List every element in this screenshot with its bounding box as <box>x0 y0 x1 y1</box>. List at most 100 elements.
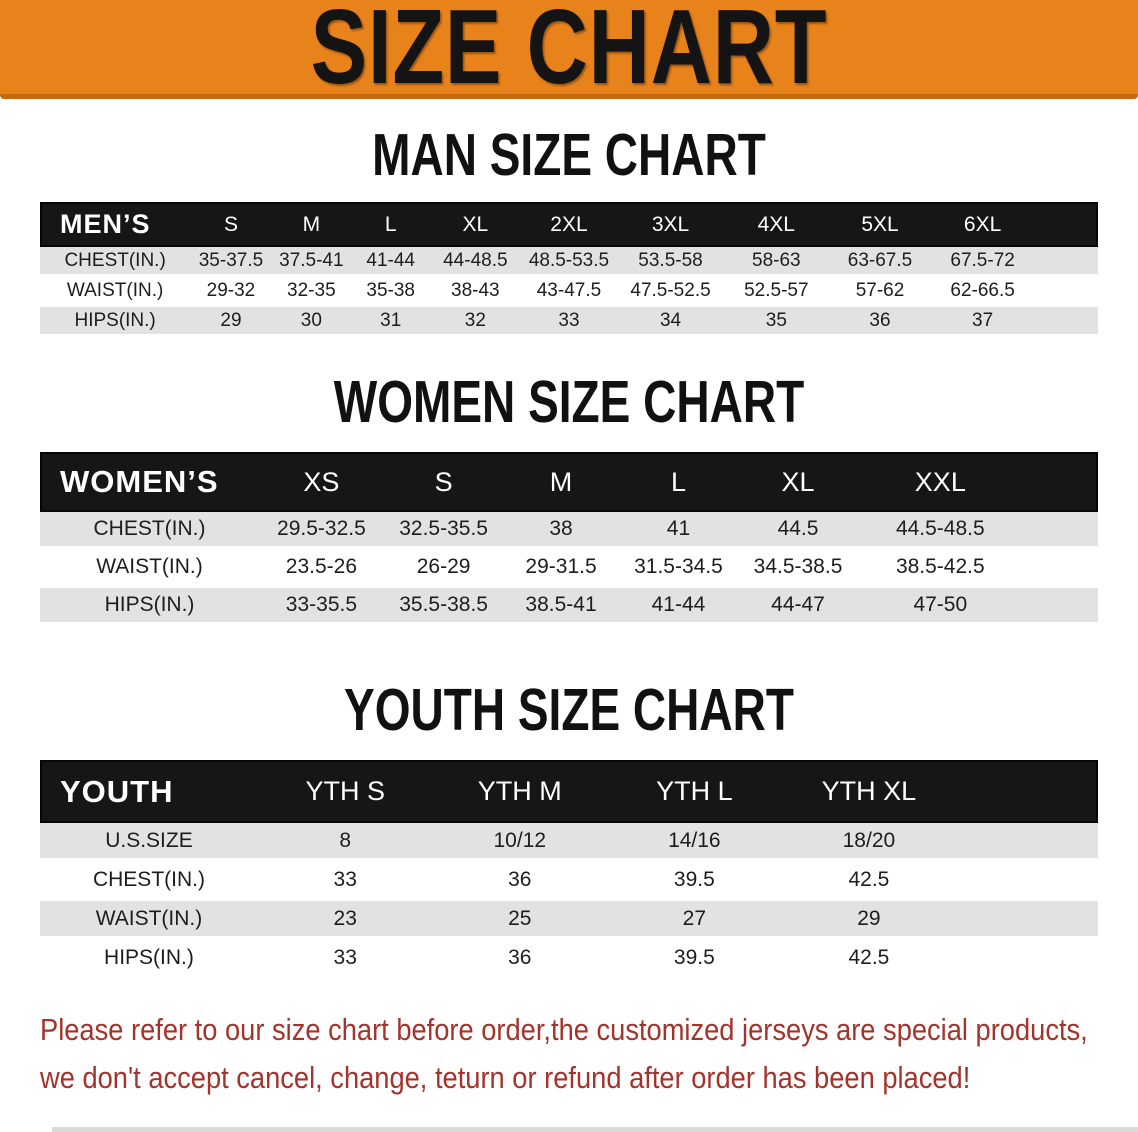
table-category-label: WOMEN’S <box>40 452 259 512</box>
measurement-value: 44-48.5 <box>430 247 521 277</box>
measurement-value: 38 <box>503 512 619 550</box>
size-column-header: YTH S <box>257 760 433 823</box>
measurement-value: 35.5-38.5 <box>383 588 504 626</box>
measurement-value: 29 <box>190 307 272 337</box>
measurement-value: 48.5-53.5 <box>520 247 618 277</box>
measurement-value: 41-44 <box>618 588 739 626</box>
size-column-header: 6XL <box>930 202 1035 247</box>
measurement-value: 14/16 <box>607 823 782 862</box>
measurement-label: WAIST(IN.) <box>40 901 258 940</box>
measurement-row: HIPS(IN.) 33 36 39.5 42.5 <box>40 940 1098 979</box>
size-column-header: 4XL <box>723 202 830 247</box>
measurement-value: 29.5-32.5 <box>259 512 384 550</box>
measurement-value: 39.5 <box>607 862 782 901</box>
disclaimer-line-2: we don't accept cancel, change, teturn o… <box>40 1060 971 1095</box>
size-column-header: S <box>383 452 504 512</box>
bottom-shadow-strip <box>52 1127 1138 1132</box>
measurement-value: 29-32 <box>190 277 272 307</box>
spacer-cell <box>956 862 1098 901</box>
spacer-cell <box>1034 277 1098 307</box>
measurement-label: CHEST(IN.) <box>40 247 191 277</box>
youth-size-chart-section: YOUTH SIZE CHART YOUTH YTH S YTH M YTH L YTH… <box>0 681 1138 979</box>
size-column-header: 5XL <box>829 202 931 247</box>
measurement-value: 41-44 <box>351 247 431 277</box>
measurement-value: 57-62 <box>829 277 931 307</box>
measurement-label: HIPS(IN.) <box>40 307 191 337</box>
measurement-value: 67.5-72 <box>930 247 1035 277</box>
size-column-header: M <box>271 202 352 247</box>
size-column-header: XL <box>738 452 858 512</box>
measurement-value: 36 <box>829 307 931 337</box>
measurement-value: 29-31.5 <box>503 550 619 588</box>
measurement-label: WAIST(IN.) <box>40 277 191 307</box>
size-header-row: MEN’S S M L XL 2XL 3XL 4XL 5XL 6XL <box>40 202 1098 247</box>
size-column-header: S <box>190 202 272 247</box>
size-header-row: WOMEN’S XS S M L XL XXL <box>40 452 1098 512</box>
measurement-value: 35-37.5 <box>190 247 272 277</box>
measurement-value: 26-29 <box>383 550 504 588</box>
measurement-value: 29 <box>781 901 957 940</box>
measurement-label: WAIST(IN.) <box>40 550 259 588</box>
measurement-label: HIPS(IN.) <box>40 588 259 626</box>
size-column-header: XXL <box>857 452 1023 512</box>
spacer-cell <box>956 901 1098 940</box>
measurement-row: HIPS(IN.) 33-35.5 35.5-38.5 38.5-41 41-44 44-… <box>40 588 1098 626</box>
measurement-row: CHEST(IN.) 35-37.5 37.5-41 41-44 44-48.5 48.5… <box>40 247 1098 277</box>
measurement-value: 25 <box>432 901 608 940</box>
banner-title: SIZE CHART <box>310 0 828 99</box>
size-column-header: L <box>351 202 431 247</box>
table-category-label: YOUTH <box>40 760 258 823</box>
measurement-value: 43-47.5 <box>520 277 618 307</box>
size-column-header: XS <box>259 452 384 512</box>
measurement-value: 34.5-38.5 <box>738 550 858 588</box>
spacer-cell <box>956 823 1098 862</box>
measurement-value: 31.5-34.5 <box>618 550 739 588</box>
measurement-value: 44-47 <box>738 588 858 626</box>
measurement-value: 47-50 <box>857 588 1023 626</box>
measurement-value: 32-35 <box>271 277 352 307</box>
measurement-row: CHEST(IN.) 33 36 39.5 42.5 <box>40 862 1098 901</box>
measurement-row: WAIST(IN.) 29-32 32-35 35-38 38-43 43-47.5 47.… <box>40 277 1098 307</box>
measurement-row: HIPS(IN.) 29 30 31 32 33 34 35 36 37 <box>40 307 1098 337</box>
spacer-cell <box>1022 588 1098 626</box>
measurement-value: 38-43 <box>430 277 521 307</box>
spacer-cell <box>956 760 1098 823</box>
spacer-cell <box>1022 550 1098 588</box>
size-chart-banner: SIZE CHART <box>0 0 1138 99</box>
spacer-cell <box>1034 247 1098 277</box>
measurement-value: 37 <box>930 307 1035 337</box>
measurement-value: 39.5 <box>607 940 782 979</box>
measurement-value: 38.5-42.5 <box>857 550 1023 588</box>
women-size-chart-title: WOMEN SIZE CHART <box>333 369 805 435</box>
size-column-header: YTH XL <box>781 760 957 823</box>
measurement-value: 42.5 <box>781 940 957 979</box>
measurement-value: 23 <box>257 901 433 940</box>
women-size-table: WOMEN’S XS S M L XL XXL CHEST(IN.) 29.5-32.5 32.… <box>40 452 1098 626</box>
measurement-value: 18/20 <box>781 823 957 862</box>
measurement-value: 35 <box>723 307 830 337</box>
measurement-value: 33 <box>520 307 618 337</box>
measurement-value: 32.5-35.5 <box>383 512 504 550</box>
size-column-header: 2XL <box>520 202 618 247</box>
measurement-value: 30 <box>271 307 352 337</box>
measurement-value: 33 <box>257 940 433 979</box>
measurement-value: 42.5 <box>781 862 957 901</box>
measurement-value: 31 <box>351 307 431 337</box>
measurement-value: 53.5-58 <box>617 247 724 277</box>
measurement-value: 33-35.5 <box>259 588 384 626</box>
spacer-cell <box>1034 307 1098 337</box>
measurement-value: 36 <box>432 862 608 901</box>
measurement-row: WAIST(IN.) 23 25 27 29 <box>40 901 1098 940</box>
measurement-label: HIPS(IN.) <box>40 940 258 979</box>
table-category-label: MEN’S <box>40 202 191 247</box>
man-size-chart-section: MAN SIZE CHART MEN’S S M L XL 2XL 3XL 4XL 5XL 6XL… <box>0 126 1138 337</box>
men-size-table: MEN’S S M L XL 2XL 3XL 4XL 5XL 6XL CHEST(IN.) 35-3… <box>40 202 1098 337</box>
measurement-value: 32 <box>430 307 521 337</box>
spacer-cell <box>1022 452 1098 512</box>
measurement-value: 41 <box>618 512 739 550</box>
measurement-label: CHEST(IN.) <box>40 512 259 550</box>
measurement-value: 62-66.5 <box>930 277 1035 307</box>
spacer-cell <box>1022 512 1098 550</box>
measurement-value: 23.5-26 <box>259 550 384 588</box>
measurement-value: 36 <box>432 940 608 979</box>
